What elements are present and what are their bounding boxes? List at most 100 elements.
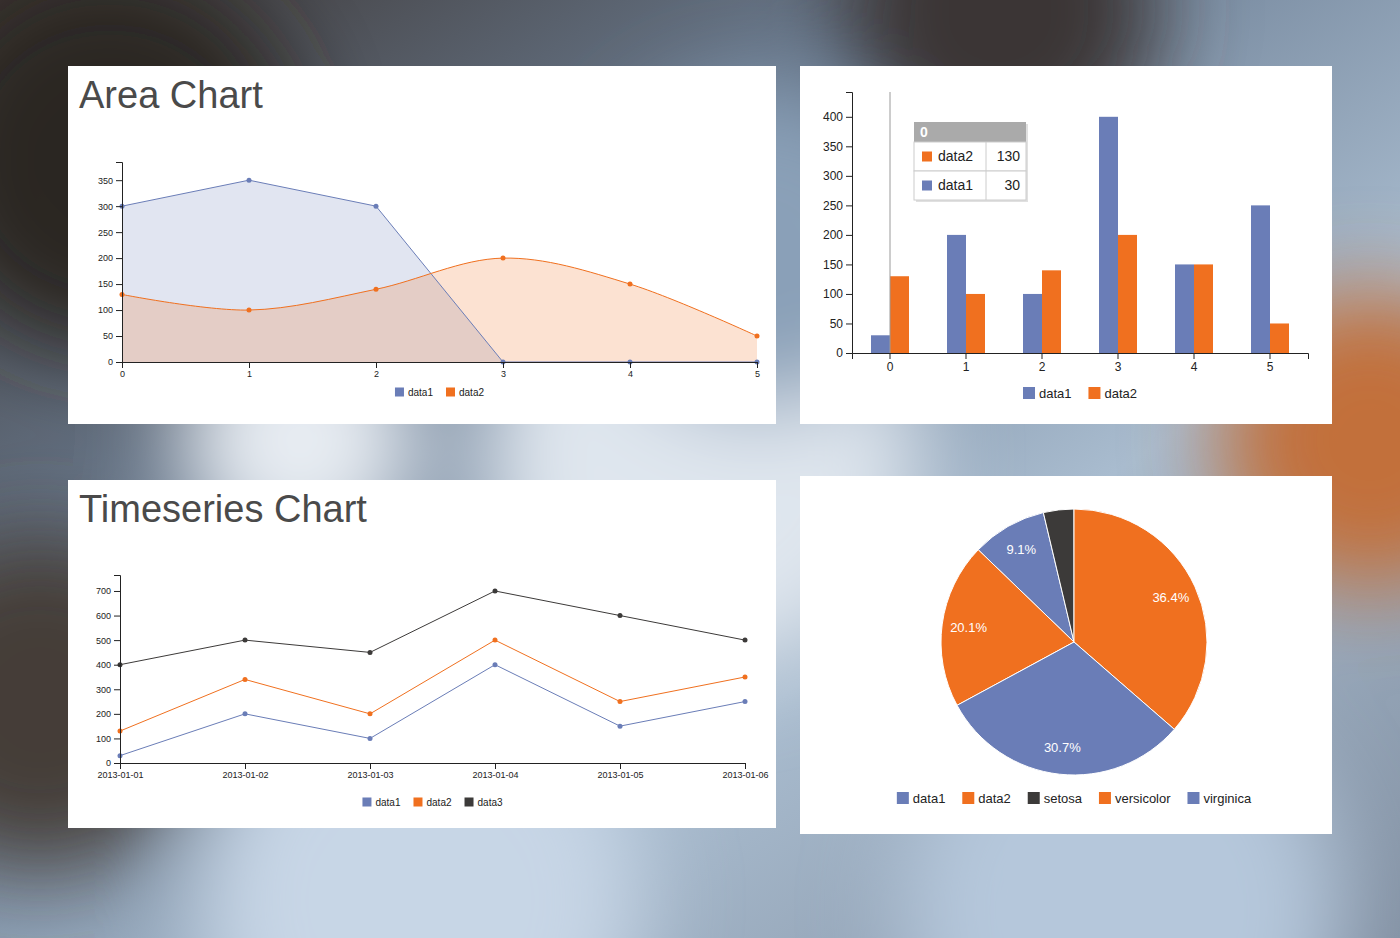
legend-swatch [446,388,455,397]
tick-label: 300 [823,169,843,183]
tick-label: 0 [836,346,843,360]
tick-label: 0 [108,357,113,367]
legend-item: data1 [1023,386,1072,401]
tick-label: 600 [96,611,111,621]
point [743,699,748,704]
point [247,178,252,183]
bar [1118,235,1137,353]
tick-mark [757,362,758,368]
legend: data1data2setosaversicolorvirginica [897,791,1252,806]
tick-mark [745,763,746,769]
legend-item: data2 [1088,386,1137,401]
tick-mark [249,362,250,368]
tick-mark [116,180,122,181]
tick: 2013-01-06 [722,763,768,780]
tick: 600 [96,611,120,621]
legend: data1 data2 [395,387,484,398]
bar [966,294,985,353]
tick-mark [120,763,121,769]
tick-label: 200 [823,228,843,242]
tick: 2 [1039,353,1046,374]
tick: 300 [96,685,120,695]
tick-mark [1194,353,1195,359]
legend-item: data2 [962,791,1011,806]
tick-mark [370,763,371,769]
tick-mark [620,763,621,769]
tick: 500 [96,636,120,646]
point [247,308,252,313]
tick: 150 [98,279,122,289]
stage: Area Chart050100150200250300350012345dat… [0,0,1400,938]
tick: 0 [887,353,894,374]
tick-label: 2 [1039,360,1046,374]
tick-label: 2013-01-05 [597,770,643,780]
tick-mark [114,689,120,690]
tick: 700 [96,586,120,596]
area [122,180,757,362]
line [120,591,745,665]
axis: 012345 [120,362,760,379]
tick-label: 300 [98,202,113,212]
chart-title: Timeseries Chart [79,488,367,530]
point [628,282,633,287]
point [243,677,248,682]
axis: 050100150200250300350400 [823,93,853,361]
tick-label: 0 [120,369,125,379]
legend-label: data2 [1104,386,1137,401]
point [243,711,248,716]
tooltip: 0data2130data130 [914,122,1028,202]
tick: 4 [1191,353,1198,374]
point [755,334,760,339]
tick: 200 [96,709,120,719]
tick-label: 400 [96,660,111,670]
tick-mark [245,763,246,769]
legend-label: virginica [1203,791,1251,806]
tick: 5 [1267,353,1274,374]
legend-label: data1 [1039,386,1072,401]
panel [800,476,1332,834]
tick-mark [1118,353,1119,359]
slice [957,642,1174,775]
tick-mark [846,264,852,265]
tick-mark [1270,353,1271,359]
legend-swatch [1099,792,1111,804]
tick-label: 200 [98,253,113,263]
point [493,588,498,593]
tooltip-row [914,171,1026,200]
tick-label: 350 [823,140,843,154]
tick: 350 [823,140,852,154]
legend-label: data2 [459,387,484,398]
tick-mark [966,353,967,359]
legend-item: data2 [413,797,451,808]
tick: 400 [823,110,852,124]
tick: 2013-01-01 [97,763,143,780]
tick: 50 [830,317,852,331]
tick-label: 300 [96,685,111,695]
tick: 50 [103,331,122,341]
tooltip-name: data2 [938,148,973,164]
tick-mark [114,738,120,739]
point [743,638,748,643]
legend-item: data1 [395,387,433,398]
bar [1023,294,1042,353]
tick-label: 2013-01-03 [347,770,393,780]
line [120,640,745,731]
tick-mark [114,640,120,641]
legend: data1data2data3 [362,797,503,808]
tick-label: 2013-01-02 [222,770,268,780]
tick-label: 2013-01-01 [97,770,143,780]
legend-item: setosa [1028,791,1083,806]
tick-mark [116,284,122,285]
tick-label: 700 [96,586,111,596]
tooltip-row [914,142,1026,171]
hover-line [890,92,891,353]
tick: 3 [501,362,506,379]
tick-mark [495,763,496,769]
plot-area [120,178,760,365]
tick-label: 400 [823,110,843,124]
bar [890,276,909,353]
bar [1270,323,1289,353]
legend-label: data3 [478,797,503,808]
legend-item: versicolor [1099,791,1171,806]
legend-swatch [362,798,371,807]
